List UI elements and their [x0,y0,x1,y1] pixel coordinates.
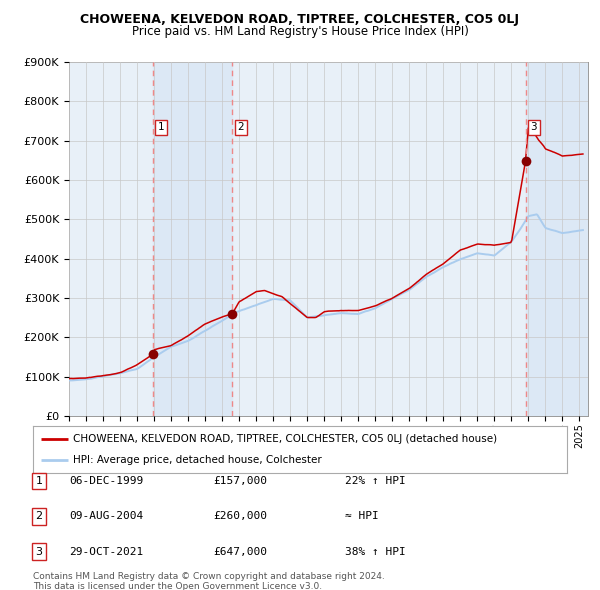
Text: 22% ↑ HPI: 22% ↑ HPI [345,476,406,486]
Bar [153,62,232,416]
Text: Price paid vs. HM Land Registry's House Price Index (HPI): Price paid vs. HM Land Registry's House … [131,25,469,38]
Text: 1: 1 [158,123,164,132]
Text: HPI: Average price, detached house, Colchester: HPI: Average price, detached house, Colc… [73,455,322,465]
Bar [526,62,588,416]
Text: 38% ↑ HPI: 38% ↑ HPI [345,547,406,556]
Text: 3: 3 [35,547,43,556]
Text: CHOWEENA, KELVEDON ROAD, TIPTREE, COLCHESTER, CO5 0LJ (detached house): CHOWEENA, KELVEDON ROAD, TIPTREE, COLCHE… [73,434,497,444]
Text: 1: 1 [35,476,43,486]
Text: 2: 2 [238,123,244,132]
Text: This data is licensed under the Open Government Licence v3.0.: This data is licensed under the Open Gov… [33,582,322,590]
Text: 06-DEC-1999: 06-DEC-1999 [69,476,143,486]
Text: 29-OCT-2021: 29-OCT-2021 [69,547,143,556]
Text: £647,000: £647,000 [213,547,267,556]
Text: 09-AUG-2004: 09-AUG-2004 [69,512,143,521]
Text: CHOWEENA, KELVEDON ROAD, TIPTREE, COLCHESTER, CO5 0LJ: CHOWEENA, KELVEDON ROAD, TIPTREE, COLCHE… [80,13,520,26]
Text: 3: 3 [530,123,537,132]
Text: £260,000: £260,000 [213,512,267,521]
Text: £157,000: £157,000 [213,476,267,486]
Text: 2: 2 [35,512,43,521]
Text: ≈ HPI: ≈ HPI [345,512,379,521]
Text: Contains HM Land Registry data © Crown copyright and database right 2024.: Contains HM Land Registry data © Crown c… [33,572,385,581]
